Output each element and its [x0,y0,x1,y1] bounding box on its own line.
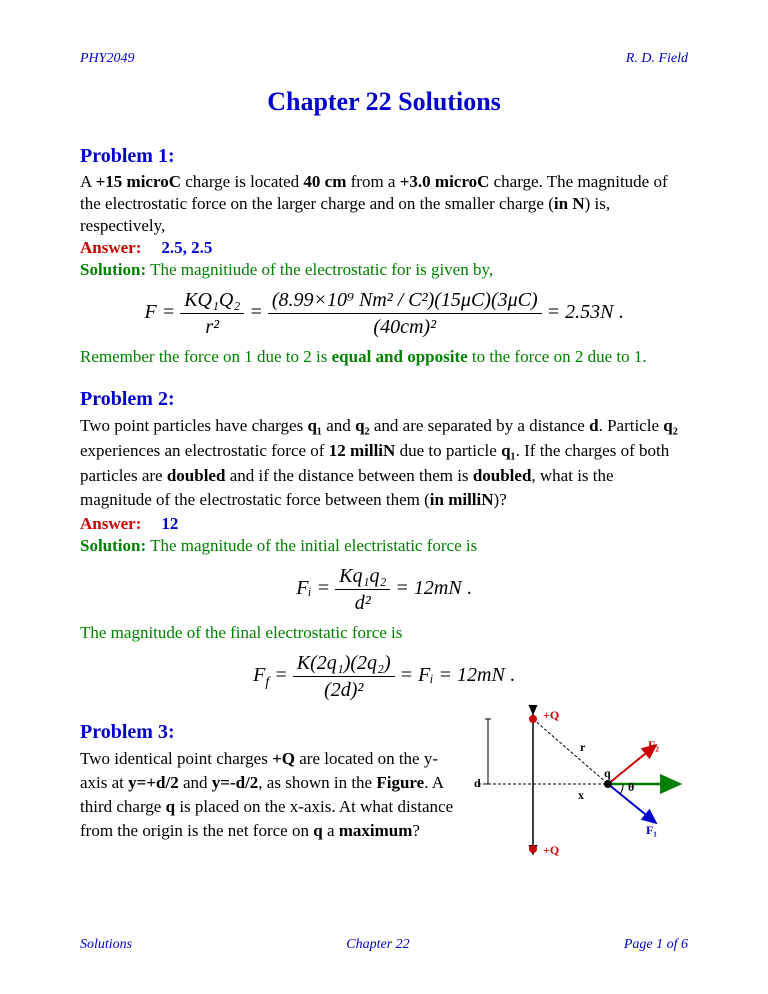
charge-q [604,780,612,788]
page-footer: Solutions Chapter 22 Page 1 of 6 [80,936,688,954]
problem1-answer: Answer: 2.5, 2.5 [80,237,688,259]
problem1-equation: F = KQ₁Q₂r² = (8.99×10⁹ Nm² / C²)(15μC)(… [80,287,688,340]
problem3-heading: Problem 3: [80,719,458,745]
problem1-text: A +15 microC charge is located 40 cm fro… [80,171,688,237]
solution-label: Solution: [80,260,146,279]
footer-right: Page 1 of 6 [624,936,688,954]
problem2-text: Two point particles have charges q₁ and … [80,414,688,513]
page-title: Chapter 22 Solutions [80,85,688,119]
theta-arc [620,784,623,794]
label-theta: θ [628,780,634,794]
problem2-equation2: Ff = K(2q₁)(2q₂)(2d)² = Fᵢ = 12mN . [80,650,688,703]
solution-text: The magnitude of the initial electristat… [146,536,477,555]
label-r: r [580,740,586,754]
solution-label: Solution: [80,536,146,555]
label-d: d [474,776,481,790]
answer-value: 12 [161,514,178,533]
label-F2: F₂ [648,738,659,752]
document-page: PHY2049 R. D. Field Chapter 22 Solutions… [0,0,768,994]
solution-text: The magnitiude of the electrostatic for … [146,260,493,279]
problem1-heading: Problem 1: [80,143,688,169]
answer-label: Answer: [80,514,141,533]
header-author: R. D. Field [626,50,688,68]
r-line [533,719,608,784]
problem2-answer: Answer: 12 [80,513,688,535]
answer-label: Answer: [80,238,141,257]
charge-top [529,715,537,723]
problem1-solution-line: Solution: The magnitiude of the electros… [80,259,688,281]
label-q: q [604,766,611,780]
charge-bottom [529,845,537,853]
answer-value: 2.5, 2.5 [161,238,212,257]
problem2-solution-line1: Solution: The magnitude of the initial e… [80,535,688,557]
footer-left: Solutions [80,936,132,954]
label-Q-bot: +Q [543,843,559,857]
label-x: x [578,788,584,802]
label-F1: F₁ [646,823,657,837]
problem3-text: Two identical point charges +Q are locat… [80,747,458,842]
problem2-heading: Problem 2: [80,386,688,412]
header-course: PHY2049 [80,50,134,68]
problem2-equation1: Fᵢ = Kq₁q₂d² = 12mN . [80,563,688,616]
footer-center: Chapter 22 [346,936,409,954]
problem3-diagram: +Q +Q r d q x θ F₁ F₂ [468,699,688,869]
problem1-note: Remember the force on 1 due to 2 is equa… [80,346,688,368]
label-Q-top: +Q [543,708,559,722]
problem2-solution-line2: The magnitude of the final electrostatic… [80,622,688,644]
